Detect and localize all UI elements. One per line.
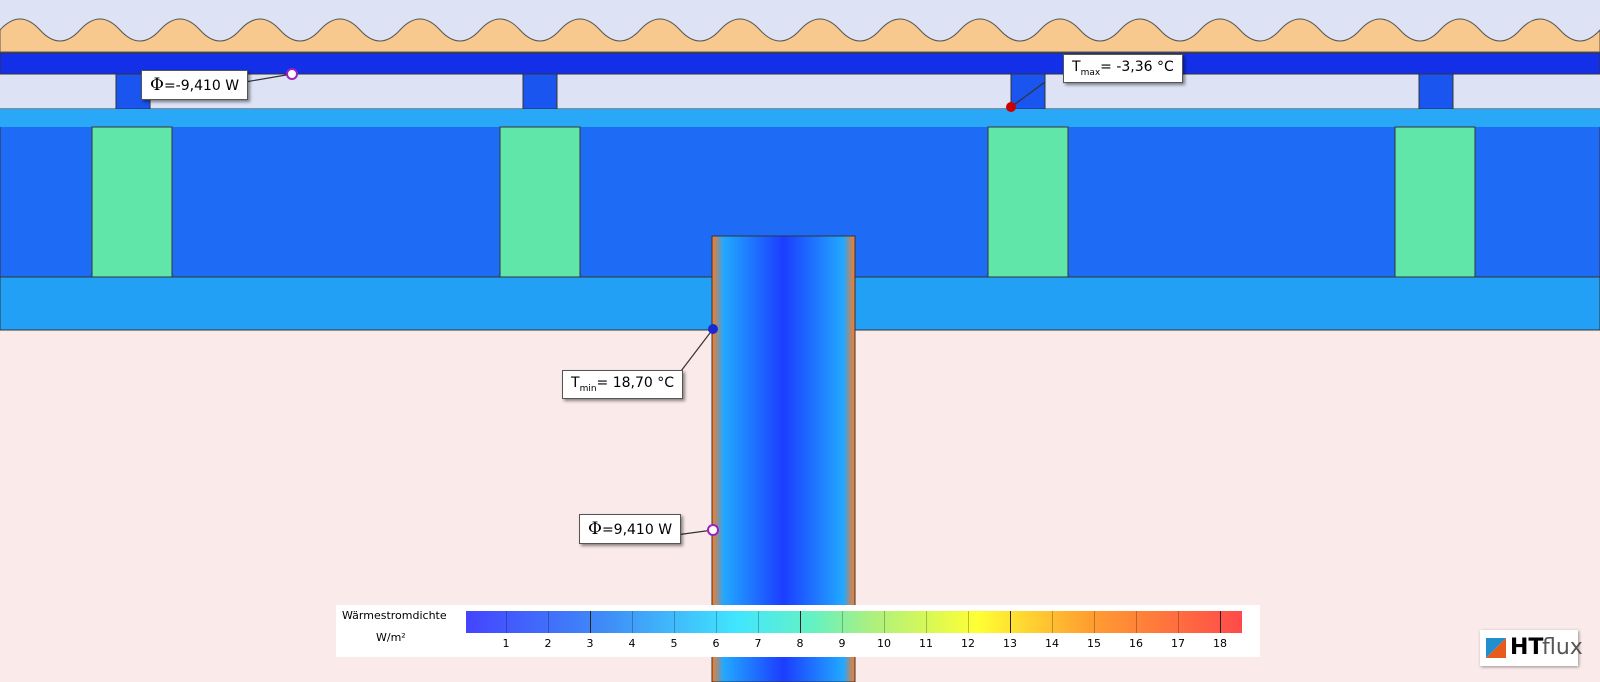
logo-text: flux	[1542, 635, 1583, 660]
flux-point	[707, 524, 719, 536]
logo-icon	[1486, 638, 1506, 658]
tick-mark	[968, 611, 969, 633]
legend-unit: W/m²	[376, 631, 406, 644]
tick-label: 10	[877, 637, 891, 650]
symbol: Φ	[588, 519, 602, 539]
value: =9,410 W	[601, 522, 673, 538]
tick-mark	[926, 611, 927, 633]
tick-mark	[1010, 611, 1011, 633]
tick-mark	[842, 611, 843, 633]
batten	[0, 52, 1600, 75]
symbol: T	[1072, 59, 1081, 75]
tick-label: 6	[712, 637, 720, 650]
subscript: min	[579, 383, 597, 394]
tick-label: 4	[628, 637, 636, 650]
top-board	[0, 109, 1600, 127]
tick-mark	[716, 611, 717, 633]
value: = -3,36 °C	[1100, 59, 1174, 75]
tick-label: 1	[502, 637, 510, 650]
logo: HT flux	[1480, 630, 1583, 666]
color-legend: Wärmestromdichte W/m² 1 2 3 4 5 6 7 8 9 10 11 12 13 1…	[336, 605, 1260, 657]
tmax-callout: Tmax= -3,36 °C	[1063, 54, 1183, 83]
tick-label: 12	[961, 637, 975, 650]
subscript: max	[1080, 67, 1101, 78]
flux-point	[286, 68, 298, 80]
tmax-point	[1006, 102, 1016, 112]
tick-label: 13	[1003, 637, 1017, 650]
tick-mark	[1094, 611, 1095, 633]
tick-label: 8	[796, 637, 804, 650]
symbol: Φ	[150, 75, 164, 95]
tick-label: 15	[1087, 637, 1101, 650]
tick-label: 16	[1129, 637, 1143, 650]
tick-mark	[1220, 611, 1221, 633]
flux-top-callout: Φ=-9,410 W	[141, 70, 249, 100]
tick-label: 9	[838, 637, 846, 650]
legend-title: Wärmestromdichte	[342, 609, 447, 622]
tick-label: 17	[1171, 637, 1185, 650]
logo-bold: HT	[1510, 635, 1544, 660]
tick-label: 2	[544, 637, 552, 650]
tmin-point	[708, 324, 718, 334]
tick-mark	[590, 611, 591, 633]
value: = 18,70 °C	[596, 375, 675, 391]
rafters	[91, 126, 1476, 278]
symbol: T	[571, 375, 580, 391]
value: =-9,410 W	[163, 78, 240, 94]
tick-mark	[884, 611, 885, 633]
tick-label: 18	[1213, 637, 1227, 650]
tick-label: 7	[754, 637, 762, 650]
tick-mark	[800, 611, 801, 633]
callout-leaders	[244, 73, 1046, 536]
tick-label: 11	[919, 637, 933, 650]
tick-mark	[1178, 611, 1179, 633]
tick-label: 14	[1045, 637, 1059, 650]
color-bar	[466, 611, 1242, 633]
flux-bottom-callout: Φ=9,410 W	[579, 514, 682, 544]
tick-mark	[1052, 611, 1053, 633]
tick-mark	[1136, 611, 1137, 633]
tick-mark	[548, 611, 549, 633]
tick-mark	[632, 611, 633, 633]
roof-tiles	[0, 18, 1600, 53]
tick-label: 3	[586, 637, 594, 650]
tick-mark	[674, 611, 675, 633]
tick-mark	[758, 611, 759, 633]
tick-label: 5	[670, 637, 678, 650]
tmin-callout: Tmin= 18,70 °C	[562, 370, 684, 399]
tick-mark	[506, 611, 507, 633]
